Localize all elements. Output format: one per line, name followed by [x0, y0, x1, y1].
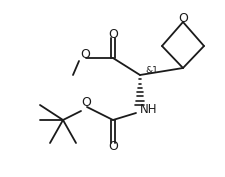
- Text: O: O: [108, 28, 117, 41]
- Text: O: O: [81, 96, 90, 110]
- Text: NH: NH: [140, 104, 157, 116]
- Text: &1: &1: [145, 67, 158, 76]
- Text: O: O: [80, 48, 90, 61]
- Text: O: O: [177, 13, 187, 25]
- Text: O: O: [108, 141, 117, 153]
